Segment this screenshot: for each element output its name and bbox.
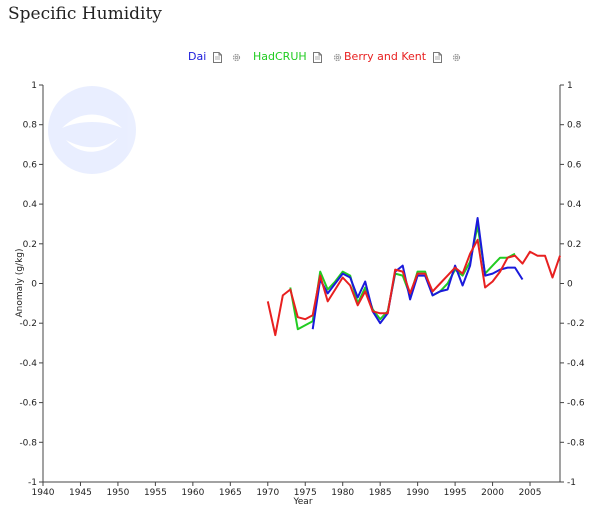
y-tick-label-right: 0.6 (567, 160, 582, 170)
x-tick-label: 1945 (69, 488, 92, 498)
legend-label-hadcruh: HadCRUH (253, 50, 307, 63)
x-tick-label: 1960 (181, 488, 204, 498)
x-tick-label: 1970 (256, 488, 279, 498)
y-tick-label-left: -0.2 (19, 319, 37, 329)
gear-icon[interactable] (231, 52, 242, 63)
y-tick-label-right: 1 (567, 81, 573, 91)
document-icon[interactable] (432, 51, 442, 63)
document-icon[interactable] (212, 51, 222, 63)
page-title: Specific Humidity (8, 4, 162, 24)
y-tick-label-left: 0.6 (23, 160, 38, 170)
y-tick-label-right: -0.8 (567, 438, 585, 448)
noaa-logo-watermark (48, 86, 136, 174)
y-tick-label-right: -0.4 (567, 359, 585, 369)
legend-label-dai: Dai (188, 50, 207, 63)
y-tick-label-right: -1 (567, 478, 576, 488)
y-tick-label-right: 0.4 (567, 200, 582, 210)
y-tick-label-left: 0.2 (23, 240, 37, 250)
y-tick-label-left: 1 (31, 81, 37, 91)
series-line-hadcruh (289, 224, 516, 331)
legend-item-hadcruh[interactable]: HadCRUH (253, 50, 343, 63)
y-tick-label-left: 0.8 (23, 121, 38, 131)
x-tick-label: 1940 (32, 488, 55, 498)
series-line-berry-and-kent (266, 238, 561, 337)
x-tick-label: 1990 (406, 488, 429, 498)
legend-label-berry-and-kent: Berry and Kent (344, 50, 427, 63)
y-tick-label-right: -0.6 (567, 399, 585, 409)
y-tick-label-right: -0.2 (567, 319, 585, 329)
y-tick-label-left: -0.6 (19, 399, 37, 409)
gear-icon[interactable] (451, 52, 462, 63)
x-tick-label: 1985 (369, 488, 392, 498)
gear-icon[interactable] (332, 52, 343, 63)
axes: -1 -1 -0.8 -0.8 -0.6 -0.6 -0.4 -0.4 -0.2 -0.2 0 0 0.… (19, 81, 584, 498)
x-tick-label: 2000 (481, 488, 504, 498)
x-tick-label: 2005 (519, 488, 542, 498)
series-layer (266, 217, 561, 337)
y-tick-label-left: -0.8 (19, 438, 37, 448)
x-tick-label: 1955 (144, 488, 167, 498)
y-tick-label-left: -0.4 (19, 359, 37, 369)
legend-item-dai[interactable]: Dai (188, 50, 242, 63)
legend-item-berry-and-kent[interactable]: Berry and Kent (344, 50, 462, 63)
x-tick-label: 1995 (444, 488, 467, 498)
y-tick-label-right: 0.2 (567, 240, 581, 250)
x-axis-label: Year (292, 497, 312, 507)
y-tick-label-left: 0 (31, 280, 37, 290)
document-icon[interactable] (313, 51, 323, 63)
x-tick-label: 1975 (294, 488, 317, 498)
y-axis-label: Anomaly (g/kg) (15, 248, 25, 317)
x-tick-label: 1980 (331, 488, 354, 498)
y-tick-label-right: 0.8 (567, 121, 582, 131)
y-tick-label-left: 0.4 (23, 200, 38, 210)
y-tick-label-left: -1 (28, 478, 37, 488)
x-tick-label: 1950 (106, 488, 129, 498)
x-tick-label: 1965 (219, 488, 242, 498)
y-tick-label-right: 0 (567, 280, 573, 290)
legend: Dai HadCRUH Berry and Kent (0, 50, 600, 68)
